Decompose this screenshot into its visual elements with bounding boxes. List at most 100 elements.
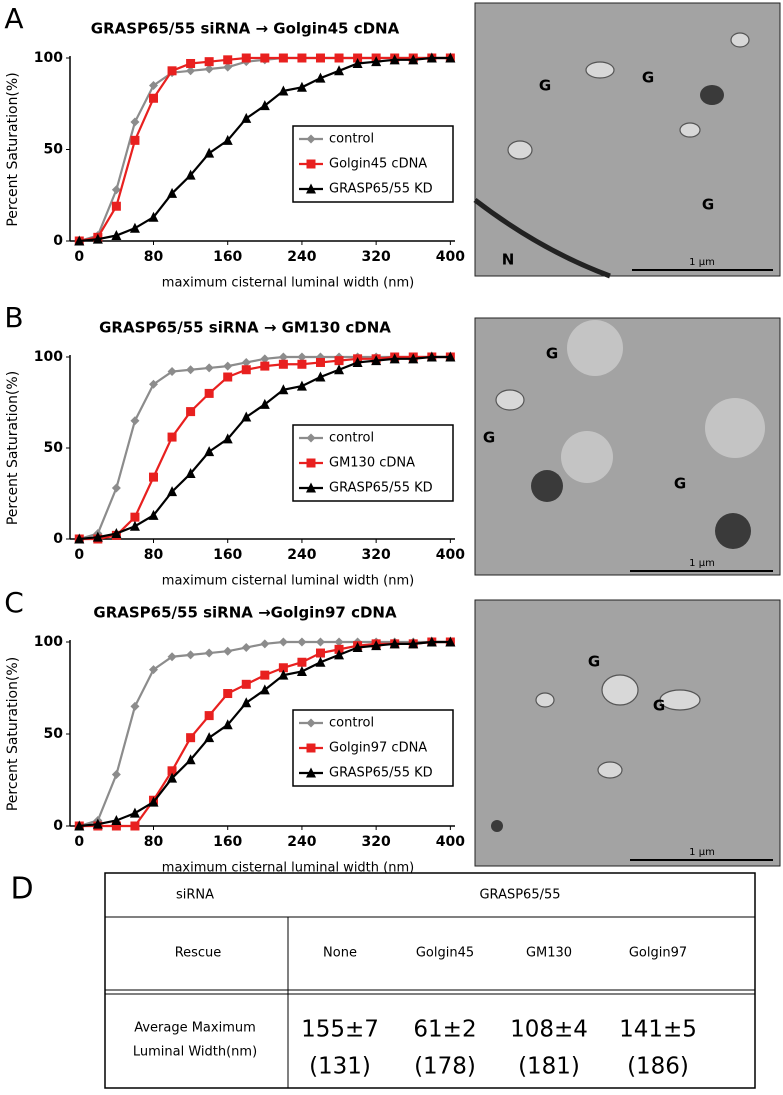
marker [185, 467, 196, 478]
marker [259, 398, 270, 409]
table: D siRNA GRASP65/55 Rescue None Golgin45 … [10, 872, 756, 1089]
x-tick-label: 240 [287, 249, 316, 265]
table-cell: siRNA [176, 888, 214, 903]
x-tick-label: 400 [436, 249, 465, 265]
marker [334, 356, 344, 366]
table-cell: GRASP65/55 [479, 888, 560, 903]
panel-label: C [4, 586, 24, 619]
marker [204, 711, 214, 721]
marker [111, 814, 122, 825]
marker [389, 353, 400, 364]
marker [297, 53, 307, 63]
image-label: G [483, 429, 495, 447]
marker [371, 56, 382, 67]
marker [306, 183, 316, 194]
image-label: G [653, 697, 665, 715]
marker [74, 820, 85, 831]
chart-title: GRASP65/55 siRNA →Golgin97 cDNA [93, 604, 397, 622]
marker [204, 446, 215, 457]
marker [426, 52, 437, 63]
em-image: G G G N 1 µm [473, 2, 781, 279]
marker [241, 365, 251, 375]
marker [148, 379, 158, 389]
marker [148, 211, 159, 222]
marker [278, 637, 288, 647]
marker [204, 147, 215, 158]
marker [129, 807, 140, 818]
y-tick-label: 0 [53, 818, 63, 834]
y-tick-label: 0 [53, 531, 63, 547]
marker [92, 233, 103, 244]
marker [241, 411, 252, 422]
x-tick-label: 80 [144, 834, 164, 850]
table-cell: Luminal Width(nm) [133, 1045, 257, 1060]
table-cell: Average Maximum [134, 1021, 256, 1036]
marker [223, 62, 233, 72]
marker [315, 357, 325, 367]
marker [296, 81, 307, 92]
table-cell: GM130 [526, 946, 572, 961]
marker [222, 433, 233, 444]
table-cell: (181) [518, 1054, 580, 1080]
marker [445, 52, 456, 63]
marker [129, 222, 140, 233]
marker [278, 669, 289, 680]
y-tick-label: 50 [44, 726, 64, 742]
em-image: G G G 1 µm [474, 317, 781, 576]
marker [111, 230, 122, 241]
legend-entry: control [329, 431, 374, 446]
image-label: N [502, 251, 515, 269]
x-tick-label: 320 [362, 249, 391, 265]
marker [148, 796, 159, 807]
image-label: G [642, 69, 654, 87]
marker [297, 637, 307, 647]
marker [148, 472, 158, 482]
marker [306, 159, 316, 169]
scale-label: 1 µm [689, 847, 715, 858]
table-cell: (178) [414, 1054, 476, 1080]
marker [167, 66, 177, 76]
marker [130, 135, 140, 145]
marker [306, 134, 316, 144]
chart: B GRASP65/55 siRNA → GM130 cDNA 0 50 100 0 80 1… [4, 301, 465, 589]
marker [278, 85, 289, 96]
marker [334, 65, 345, 76]
x-tick-label: 80 [144, 249, 164, 265]
marker [204, 363, 214, 373]
marker [334, 364, 345, 375]
marker [222, 719, 233, 730]
marker [130, 512, 140, 522]
marker [74, 235, 85, 246]
x-tick-label: 80 [144, 547, 164, 563]
panel-label: A [4, 2, 23, 35]
marker [130, 117, 140, 127]
marker [315, 53, 325, 63]
marker [204, 64, 214, 74]
x-tick-label: 320 [362, 834, 391, 850]
y-axis-label: Percent Saturation(%) [5, 371, 21, 525]
marker [223, 689, 233, 699]
legend-entry: GRASP65/55 KD [329, 481, 433, 496]
marker [296, 380, 307, 391]
marker [334, 644, 344, 654]
marker [260, 670, 270, 680]
x-tick-label: 400 [436, 547, 465, 563]
marker [148, 665, 158, 675]
marker [371, 640, 382, 651]
x-axis-label: maximum cisternal luminal width (nm) [162, 276, 414, 291]
marker [389, 54, 400, 65]
marker [306, 433, 316, 443]
x-tick-label: 320 [362, 547, 391, 563]
marker [408, 54, 419, 65]
y-axis-label: Percent Saturation(%) [5, 72, 21, 226]
x-tick-label: 160 [213, 834, 242, 850]
marker [204, 648, 214, 658]
marker [241, 679, 251, 689]
y-tick-label: 100 [34, 634, 63, 650]
chart: A GRASP65/55 siRNA → Golgin45 cDNA 0 50 100 0… [4, 2, 465, 291]
x-tick-label: 160 [213, 547, 242, 563]
marker [297, 657, 307, 667]
marker [306, 767, 316, 778]
marker [278, 53, 288, 63]
marker [185, 169, 196, 180]
